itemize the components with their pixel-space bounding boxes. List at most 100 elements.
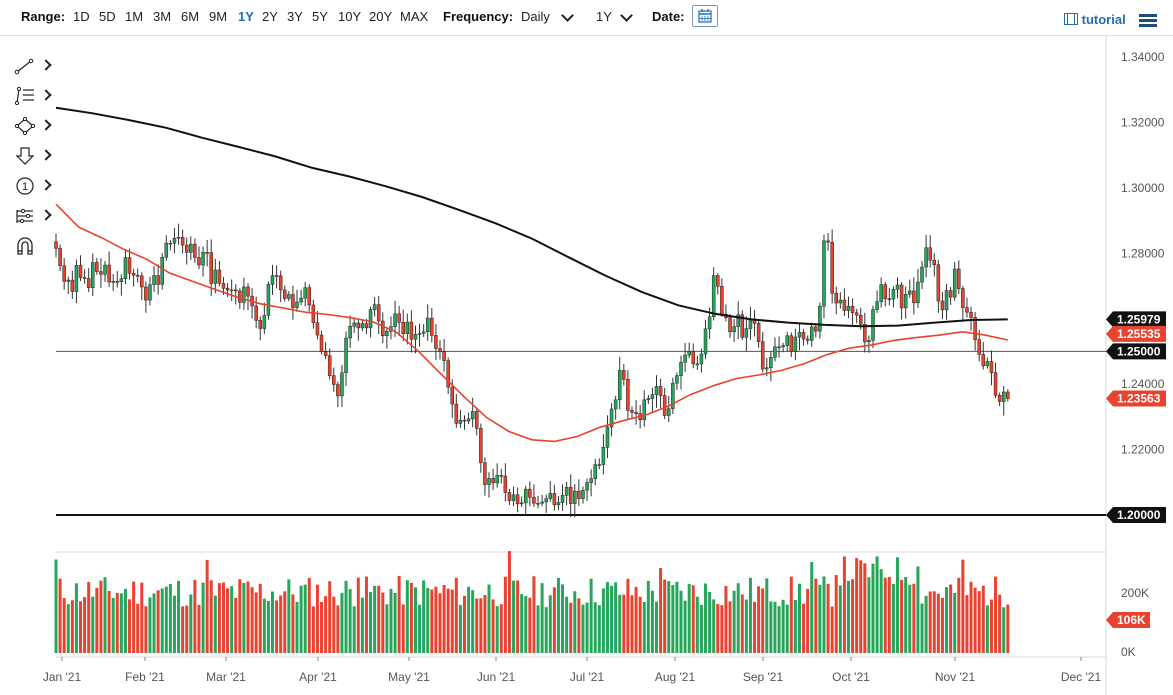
volume-bar bbox=[945, 587, 949, 653]
volume-bar bbox=[348, 589, 352, 653]
candle-body bbox=[270, 275, 275, 285]
volume-bar bbox=[536, 605, 540, 653]
candle-body bbox=[430, 317, 434, 336]
candle-body bbox=[372, 304, 377, 310]
volume-bar bbox=[908, 584, 912, 653]
time-axis-label: Jul '21 bbox=[570, 670, 605, 684]
price-label-tag bbox=[1106, 325, 1166, 342]
period-dropdown[interactable]: 1Y bbox=[596, 9, 612, 24]
time-axis-label: Feb '21 bbox=[125, 670, 165, 684]
volume-bar bbox=[630, 595, 634, 653]
time-axis-label: Jun '21 bbox=[477, 670, 516, 684]
candle-body bbox=[242, 286, 246, 303]
range-2y-button[interactable]: 2Y bbox=[262, 9, 278, 24]
volume-bar bbox=[785, 604, 789, 653]
chevron-down-icon[interactable] bbox=[561, 9, 574, 22]
range-5d-button[interactable]: 5D bbox=[99, 9, 116, 24]
volume-bar bbox=[99, 580, 103, 653]
volume-bar bbox=[234, 597, 238, 653]
volume-bar bbox=[675, 581, 679, 653]
candle-body bbox=[479, 428, 483, 463]
candle-body bbox=[115, 281, 120, 283]
volume-bar bbox=[806, 588, 810, 653]
price-chart[interactable]: 1.340001.320001.300001.280001.260001.240… bbox=[0, 36, 1173, 695]
candle-body bbox=[409, 321, 414, 340]
candle-body bbox=[965, 307, 969, 313]
range-10y-button[interactable]: 10Y bbox=[338, 9, 362, 24]
candle-body bbox=[781, 345, 785, 348]
date-label: Date: bbox=[652, 9, 685, 24]
volume-bar bbox=[279, 595, 283, 653]
candle-body bbox=[903, 293, 908, 309]
tutorial-link[interactable]: tutorial bbox=[1064, 12, 1126, 27]
volume-bar bbox=[671, 585, 675, 653]
candle-body bbox=[756, 323, 761, 342]
magnet-icon bbox=[17, 237, 33, 255]
candle-body bbox=[266, 284, 271, 316]
candle-body bbox=[111, 281, 115, 283]
volume-bar bbox=[981, 585, 985, 653]
range-1d-button[interactable]: 1D bbox=[73, 9, 90, 24]
volume-bar bbox=[360, 597, 364, 653]
time-axis-label: Aug '21 bbox=[655, 670, 696, 684]
range-1y-button[interactable]: 1Y bbox=[238, 9, 254, 24]
volume-bar bbox=[168, 584, 172, 653]
range-20y-button[interactable]: 20Y bbox=[369, 9, 393, 24]
price-label-text: 1.25000 bbox=[1117, 344, 1161, 358]
volume-bar bbox=[74, 583, 78, 653]
trend-line-tool[interactable] bbox=[10, 54, 52, 78]
volume-bar bbox=[556, 577, 560, 653]
fast-moving-average-line bbox=[55, 203, 1008, 443]
range-3m-button[interactable]: 3M bbox=[153, 9, 172, 24]
volume-bar bbox=[369, 592, 373, 653]
candle-body bbox=[989, 361, 994, 373]
annotation-tool[interactable]: 1 bbox=[10, 174, 52, 198]
fibonacci-tool[interactable] bbox=[10, 84, 52, 108]
arrow-tool[interactable] bbox=[10, 144, 52, 168]
volume-bar bbox=[226, 588, 230, 653]
volume-bar bbox=[544, 607, 548, 653]
chevron-down-icon[interactable] bbox=[620, 9, 633, 22]
date-picker-button[interactable] bbox=[692, 5, 718, 27]
candle-body bbox=[393, 313, 397, 327]
volume-bar bbox=[985, 605, 989, 653]
volume-bar bbox=[622, 594, 626, 653]
volume-bar bbox=[356, 577, 360, 653]
volume-bar bbox=[250, 587, 254, 653]
volume-bar bbox=[920, 603, 924, 653]
candle-body bbox=[360, 323, 365, 329]
volume-bar bbox=[217, 583, 221, 653]
candle-body bbox=[662, 395, 667, 416]
candle-body bbox=[466, 418, 471, 422]
hamburger-menu-icon[interactable] bbox=[1139, 14, 1157, 28]
volume-bar bbox=[499, 604, 503, 653]
range-1m-button[interactable]: 1M bbox=[125, 9, 144, 24]
volume-bar bbox=[434, 586, 438, 653]
volume-bar bbox=[879, 569, 883, 653]
range-5y-button[interactable]: 5Y bbox=[312, 9, 328, 24]
candle-body bbox=[307, 287, 312, 306]
candle-body bbox=[405, 321, 410, 335]
candle-body bbox=[254, 305, 258, 321]
candle-body bbox=[703, 328, 708, 355]
volume-bar bbox=[720, 605, 724, 653]
volume-bar bbox=[593, 602, 597, 653]
volume-bar bbox=[123, 588, 127, 653]
volume-bar bbox=[507, 551, 511, 653]
range-3y-button[interactable]: 3Y bbox=[287, 9, 303, 24]
candle-body bbox=[544, 498, 548, 503]
candle-body bbox=[164, 242, 169, 258]
frequency-dropdown[interactable]: Daily bbox=[521, 9, 550, 24]
candle-body bbox=[1006, 391, 1010, 399]
candle-body bbox=[233, 289, 238, 292]
shapes-tool[interactable] bbox=[10, 114, 52, 138]
range-6m-button[interactable]: 6M bbox=[181, 9, 200, 24]
range-max-button[interactable]: MAX bbox=[400, 9, 429, 24]
volume-bar bbox=[949, 584, 953, 653]
volume-bar bbox=[989, 599, 993, 653]
candle-body bbox=[283, 289, 287, 299]
pattern-tool[interactable] bbox=[10, 204, 52, 228]
range-9m-button[interactable]: 9M bbox=[209, 9, 228, 24]
volume-bar bbox=[303, 584, 307, 653]
magnet-tool[interactable] bbox=[10, 234, 50, 258]
